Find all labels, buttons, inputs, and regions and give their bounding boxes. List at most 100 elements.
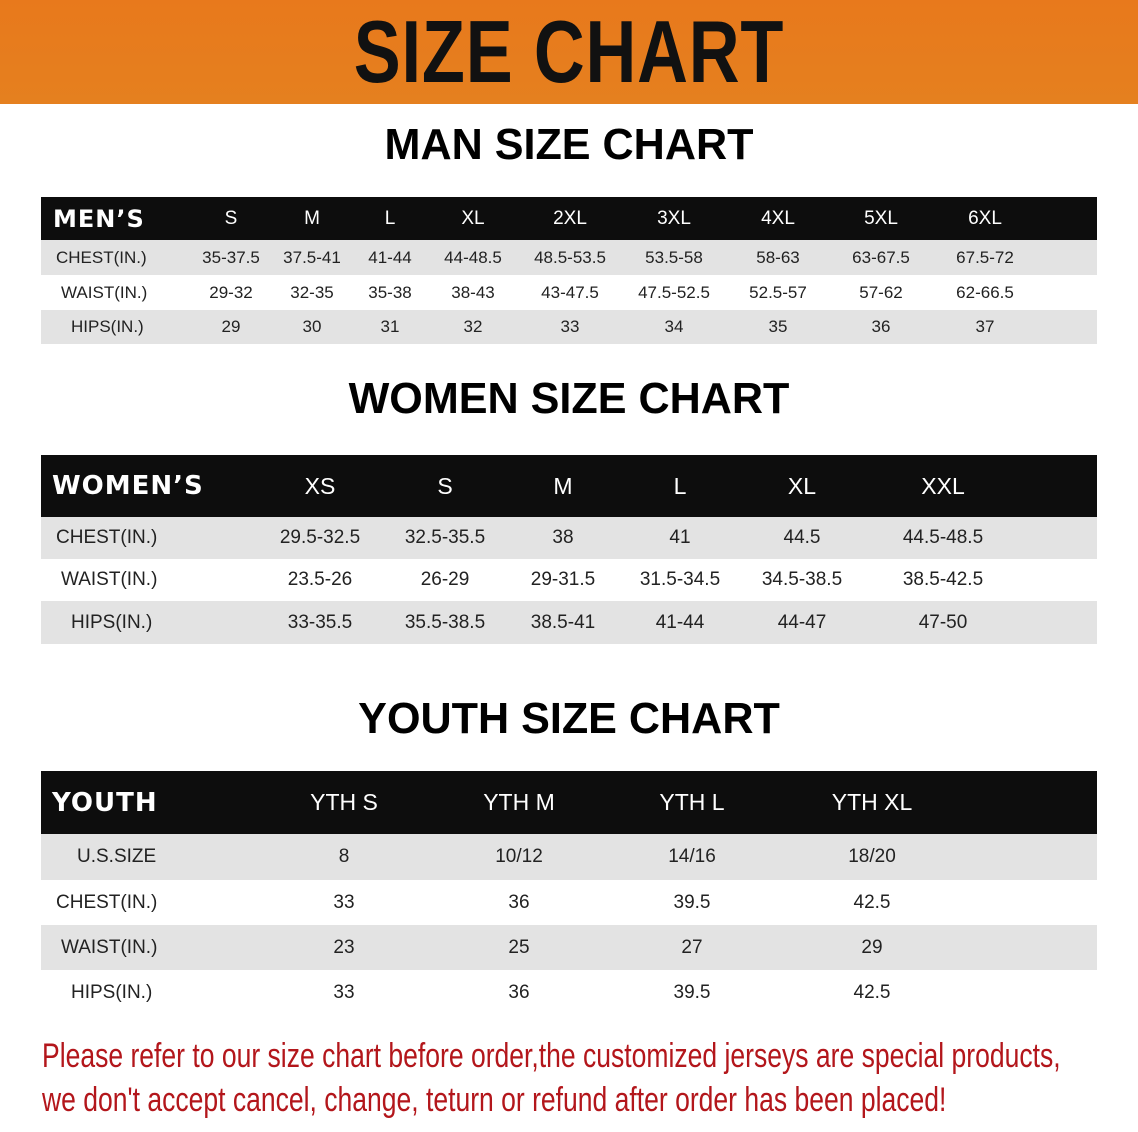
table-cell: 67.5-72 — [956, 247, 1014, 267]
table-cell: 32-35 — [290, 282, 334, 302]
table-cell: 44.5 — [783, 527, 821, 548]
table-row: WAIST(IN.) 23.5-26 26-29 29-31.5 31.5-34.5 34… — [41, 559, 1097, 601]
title-banner: SIZE CHART — [0, 0, 1138, 104]
table-cell: 38 — [552, 527, 574, 548]
row-label: CHEST(IN.) — [56, 527, 158, 548]
row-label: HIPS(IN.) — [71, 981, 153, 1003]
women-section-title: WOMEN SIZE CHART — [348, 374, 790, 423]
table-cell: 35-37.5 — [202, 247, 260, 267]
youth-section-title: YOUTH SIZE CHART — [358, 694, 780, 743]
table-cell: 35 — [768, 317, 788, 336]
row-label: U.S.SIZE — [77, 846, 157, 867]
size-column-header: L — [384, 207, 396, 229]
table-cell: 62-66.5 — [956, 282, 1014, 302]
size-column-header: YTH XL — [831, 789, 913, 815]
table-cell: 31 — [380, 317, 400, 336]
table-row: CHEST(IN.) 33 36 39.5 42.5 — [41, 880, 1097, 925]
youth-header-row: YOUTH YTH S YTH M YTH L YTH XL — [41, 771, 1097, 834]
table-cell: 31.5-34.5 — [639, 569, 721, 590]
table-cell: 30 — [302, 317, 322, 336]
table-cell: 33-35.5 — [287, 611, 353, 633]
size-column-header: L — [673, 472, 687, 499]
table-cell: 29 — [861, 936, 883, 958]
row-label: WAIST(IN.) — [61, 936, 158, 958]
size-column-header: YTH L — [659, 789, 725, 815]
table-cell: 53.5-58 — [645, 247, 703, 267]
table-cell: 52.5-57 — [749, 282, 807, 302]
table-row: HIPS(IN.) 33 36 39.5 42.5 — [41, 970, 1097, 1015]
table-cell: 63-67.5 — [852, 247, 910, 267]
table-cell: 39.5 — [673, 981, 711, 1003]
table-cell: 57-62 — [859, 282, 903, 302]
table-cell: 29 — [221, 317, 241, 336]
table-cell: 8 — [338, 846, 350, 867]
table-cell: 41-44 — [368, 247, 412, 267]
table-cell: 38.5-41 — [530, 611, 596, 633]
table-cell: 58-63 — [756, 247, 800, 267]
row-label: WAIST(IN.) — [61, 282, 148, 302]
size-column-header: XL — [461, 207, 485, 229]
table-cell: 14/16 — [668, 846, 716, 867]
women-header-label: WOMEN’S — [52, 471, 204, 501]
table-row: CHEST(IN.) 29.5-32.5 32.5-35.5 38 41 44.5 44.5… — [41, 517, 1097, 559]
table-cell: 48.5-53.5 — [534, 247, 606, 267]
table-cell: 33 — [333, 891, 355, 913]
table-cell: 37.5-41 — [283, 247, 341, 267]
table-cell: 10/12 — [495, 846, 543, 867]
table-cell: 36 — [508, 891, 530, 913]
men-section-title: MAN SIZE CHART — [384, 120, 754, 169]
table-cell: 44-48.5 — [444, 247, 502, 267]
table-cell: 37 — [975, 317, 995, 336]
table-cell: 33 — [560, 317, 580, 336]
table-cell: 29.5-32.5 — [279, 527, 361, 548]
table-cell: 39.5 — [673, 891, 711, 913]
table-row: WAIST(IN.) 23 25 27 29 — [41, 925, 1097, 970]
table-cell: 41-44 — [655, 611, 705, 633]
table-row: U.S.SIZE 8 10/12 14/16 18/20 — [41, 834, 1097, 880]
table-cell: 34.5-38.5 — [761, 569, 843, 590]
notice-line-1: Please refer to our size chart before or… — [42, 1037, 1061, 1075]
table-cell: 43-47.5 — [541, 282, 599, 302]
size-column-header: XL — [787, 472, 817, 499]
size-column-header: S — [437, 472, 453, 499]
table-cell: 44-47 — [777, 611, 827, 633]
table-cell: 38.5-42.5 — [902, 569, 984, 590]
size-column-header: YTH M — [483, 789, 555, 815]
table-cell: 41 — [669, 527, 691, 548]
youth-header-label: YOUTH — [52, 787, 158, 818]
size-column-header: 2XL — [553, 207, 587, 229]
table-cell: 42.5 — [853, 981, 891, 1003]
table-cell: 42.5 — [853, 891, 891, 913]
table-cell: 29-31.5 — [530, 569, 596, 590]
table-cell: 35-38 — [368, 282, 412, 302]
men-size-table: MEN’S S M L XL 2XL 3XL 4XL 5XL 6XL CHEST(IN.) 35-37… — [41, 197, 1097, 344]
table-cell: 32 — [463, 317, 483, 336]
table-row: HIPS(IN.) 29 30 31 32 33 34 35 36 37 — [41, 310, 1097, 344]
table-cell: 23.5-26 — [287, 569, 353, 590]
table-cell: 29-32 — [209, 282, 253, 302]
table-cell: 47.5-52.5 — [638, 282, 710, 302]
table-row: HIPS(IN.) 33-35.5 35.5-38.5 38.5-41 41-44 44-… — [41, 601, 1097, 644]
notice-line-2: we don't accept cancel, change, teturn o… — [42, 1081, 947, 1119]
table-cell: 34 — [664, 317, 684, 336]
size-column-header: M — [304, 207, 320, 229]
size-column-header: XXL — [921, 472, 965, 499]
table-row: CHEST(IN.) 35-37.5 37.5-41 41-44 44-48.5 48.5… — [41, 240, 1097, 275]
table-row: WAIST(IN.) 29-32 32-35 35-38 38-43 43-47.5 47.… — [41, 275, 1097, 310]
size-column-header: 4XL — [761, 207, 795, 229]
men-header-row: MEN’S S M L XL 2XL 3XL 4XL 5XL 6XL — [41, 197, 1097, 240]
row-label: CHEST(IN.) — [56, 891, 158, 913]
youth-size-table: YOUTH YTH S YTH M YTH L YTH XL U.S.SIZE 8 10/12… — [41, 771, 1097, 1015]
page-title: SIZE CHART — [353, 2, 785, 101]
size-column-header: M — [553, 472, 573, 499]
size-column-header: XS — [304, 472, 336, 499]
table-cell: 27 — [681, 936, 703, 958]
table-cell: 35.5-38.5 — [404, 611, 486, 633]
men-header-label: MEN’S — [53, 204, 145, 233]
women-header-row: WOMEN’S XS S M L XL XXL — [41, 455, 1097, 517]
table-cell: 32.5-35.5 — [404, 527, 486, 548]
size-column-header: 5XL — [864, 207, 898, 229]
size-column-header: YTH S — [310, 789, 378, 815]
row-label: CHEST(IN.) — [56, 247, 147, 267]
women-size-table: WOMEN’S XS S M L XL XXL CHEST(IN.) 29.5-32.5 32.5… — [41, 455, 1097, 644]
